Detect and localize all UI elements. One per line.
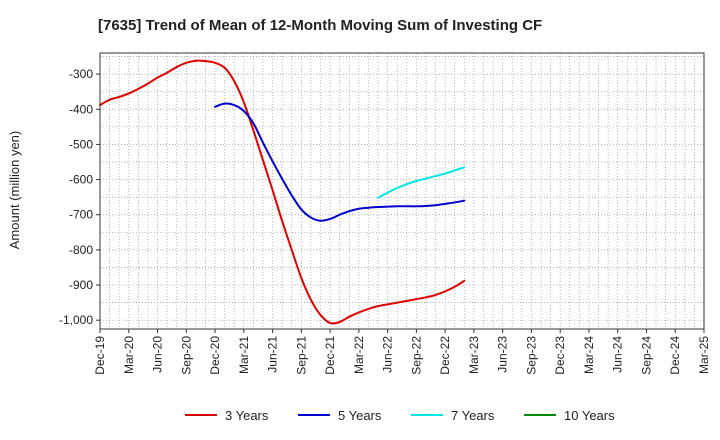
x-tick-label: Jun-20 — [151, 336, 165, 373]
x-tick-label: Mar-24 — [582, 336, 596, 374]
x-tick-label: Jun-22 — [381, 336, 395, 373]
y-tick-label: -300 — [69, 67, 93, 81]
legend-label: 3 Years — [225, 408, 269, 423]
y-tick-label: -400 — [69, 102, 93, 116]
x-tick-label: Dec-21 — [323, 336, 337, 375]
legend-label: 7 Years — [451, 408, 495, 423]
x-tick-label: Dec-20 — [208, 336, 222, 375]
x-tick-label: Sep-22 — [409, 336, 423, 375]
x-tick-label: Mar-23 — [467, 336, 481, 374]
legend-label: 5 Years — [338, 408, 382, 423]
chart-title: [7635] Trend of Mean of 12-Month Moving … — [98, 17, 542, 34]
x-tick-label: Dec-23 — [553, 336, 567, 375]
legend-item: 5 Years — [298, 408, 382, 423]
x-tick-label: Jun-24 — [611, 336, 625, 373]
legend: 3 Years 5 Years 7 Years 10 Years — [185, 408, 615, 423]
x-tick-label: Sep-20 — [179, 336, 193, 375]
plot-area — [100, 53, 704, 329]
y-axis-ticks: -300 -400 -500 -600 -700 -800 -900 -1,000 — [59, 67, 100, 327]
y-tick-label: -600 — [69, 173, 93, 187]
x-tick-label: Mar-21 — [237, 336, 251, 374]
x-axis-ticks: Dec-19 Mar-20 Jun-20 Sep-20 Dec-20 Mar-21 Jun-… — [93, 329, 711, 375]
grid — [100, 53, 704, 329]
x-tick-label: Sep-23 — [524, 336, 538, 375]
legend-label: 10 Years — [564, 408, 615, 423]
y-tick-label: -500 — [69, 137, 93, 151]
plot-border — [99, 52, 705, 330]
y-tick-label: -800 — [69, 243, 93, 257]
legend-item: 7 Years — [411, 408, 495, 423]
series-layer — [99, 59, 466, 325]
y-tick-label: -1,000 — [59, 313, 93, 327]
x-tick-label: Jun-23 — [496, 336, 510, 373]
x-tick-label: Dec-19 — [93, 336, 107, 375]
x-tick-label: Sep-24 — [639, 336, 653, 375]
series-line-5-years — [214, 102, 466, 222]
x-tick-label: Mar-22 — [352, 336, 366, 374]
legend-item: 3 Years — [185, 408, 269, 423]
x-tick-label: Dec-22 — [438, 336, 452, 375]
series-line-7-years — [377, 166, 466, 199]
legend-item: 10 Years — [524, 408, 615, 423]
x-tick-label: Jun-21 — [266, 336, 280, 373]
x-tick-label: Dec-24 — [668, 336, 682, 375]
series-line-3-years — [99, 59, 466, 325]
x-tick-label: Mar-20 — [122, 336, 136, 374]
x-tick-label: Mar-25 — [697, 336, 711, 374]
y-axis-label: Amount (million yen) — [7, 131, 22, 250]
x-tick-label: Sep-21 — [294, 336, 308, 375]
y-tick-label: -900 — [69, 278, 93, 292]
y-tick-label: -700 — [69, 208, 93, 222]
